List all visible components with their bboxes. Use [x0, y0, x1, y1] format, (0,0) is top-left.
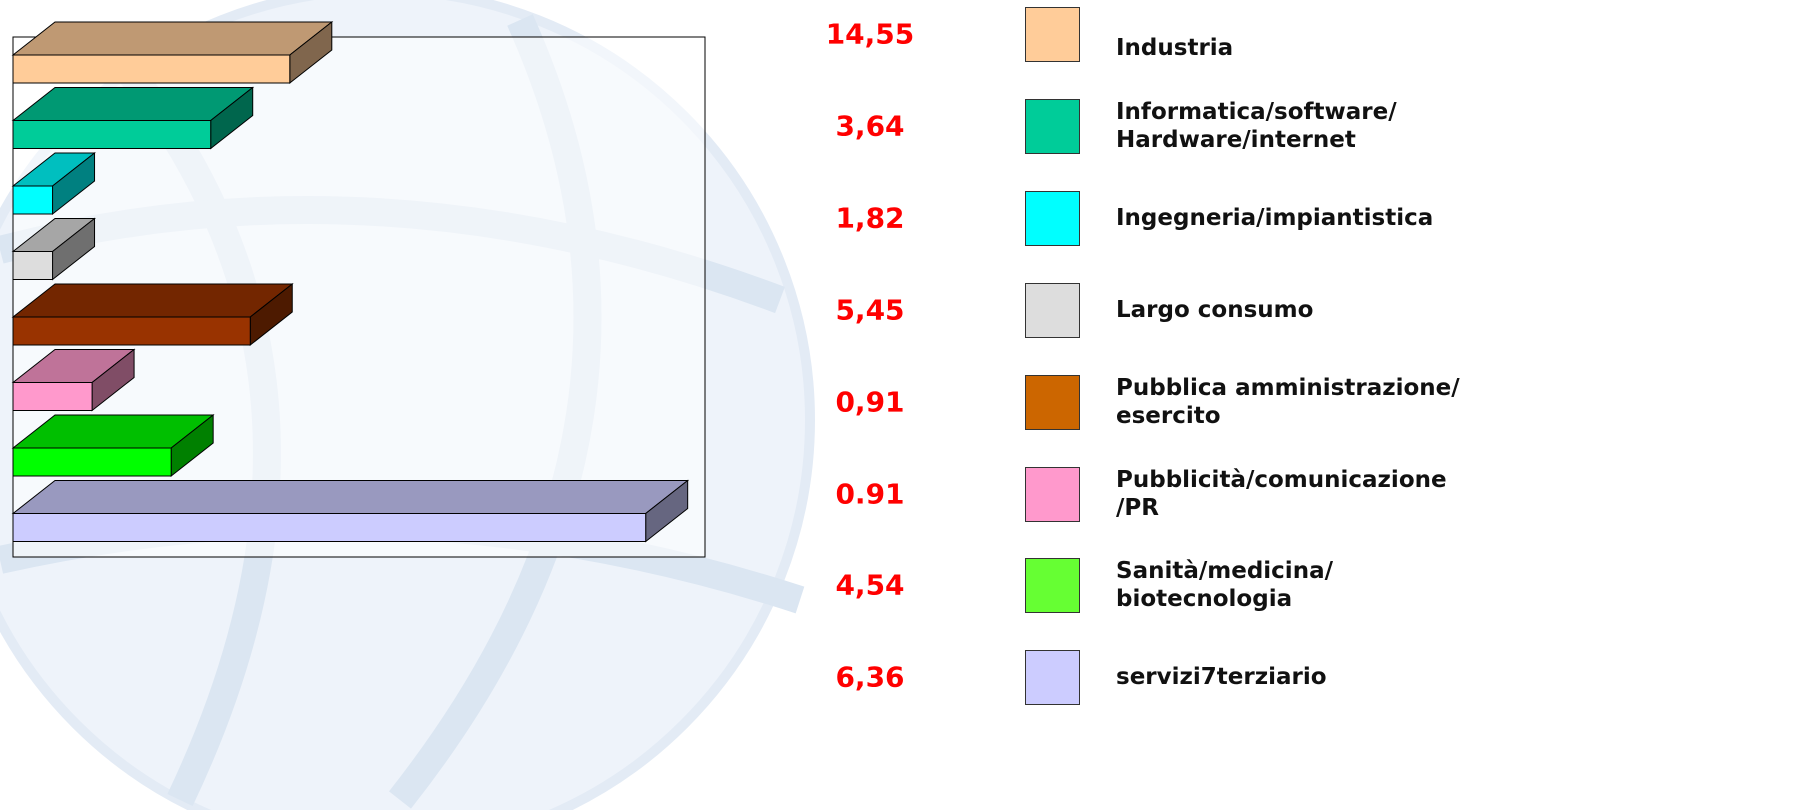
legend-swatch [1025, 190, 1080, 246]
bar-front [12, 316, 251, 346]
legend-swatch [1025, 466, 1080, 522]
bar-top [11, 283, 294, 318]
bar [11, 86, 255, 150]
printed-number: 5,45 [835, 293, 905, 327]
printed-number: 3,64 [835, 109, 905, 143]
legend-label: Industria [1116, 35, 1234, 61]
legend-label: Informatica/software/ Hardware/internet [1116, 98, 1397, 153]
bar [11, 413, 215, 478]
bar-top [11, 21, 334, 56]
legend-swatch [1025, 374, 1080, 430]
bar-front [12, 447, 172, 477]
bar [11, 217, 96, 281]
printed-number: 4,54 [835, 568, 905, 602]
legend-label: servizi7terziario [1116, 664, 1327, 691]
legend-swatch [1025, 650, 1080, 706]
bar [11, 20, 334, 85]
bar [11, 479, 690, 543]
printed-number: 6,36 [835, 660, 905, 694]
bar-front [12, 120, 212, 149]
printed-number: 0.91 [835, 477, 905, 510]
printed-number: 1,82 [835, 201, 905, 235]
legend-label: Pubblicità/comunicazione /PR [1116, 466, 1447, 521]
legend-swatch [1025, 7, 1080, 62]
legend-swatch [1025, 98, 1080, 154]
bar-front [12, 513, 647, 542]
printed-number: 14,55 [825, 17, 915, 51]
bar [11, 151, 96, 216]
bar-top [11, 480, 690, 514]
bar-front [12, 382, 93, 411]
bar-front [12, 185, 54, 215]
printed-number: 0,91 [835, 385, 905, 419]
bar-front [12, 54, 291, 84]
legend-label: Sanità/medicina/ biotecnologia [1116, 558, 1333, 613]
legend-label: Ingegneria/impiantistica [1116, 204, 1434, 231]
bar-front [12, 251, 54, 280]
legend-label: Largo consumo [1116, 296, 1314, 323]
bars [11, 20, 690, 543]
legend-swatch [1025, 282, 1080, 338]
legend-swatch [1025, 558, 1080, 614]
legend-label: Pubblica amministrazione/ esercito [1116, 374, 1460, 429]
bar [11, 348, 136, 412]
bar [11, 282, 294, 347]
